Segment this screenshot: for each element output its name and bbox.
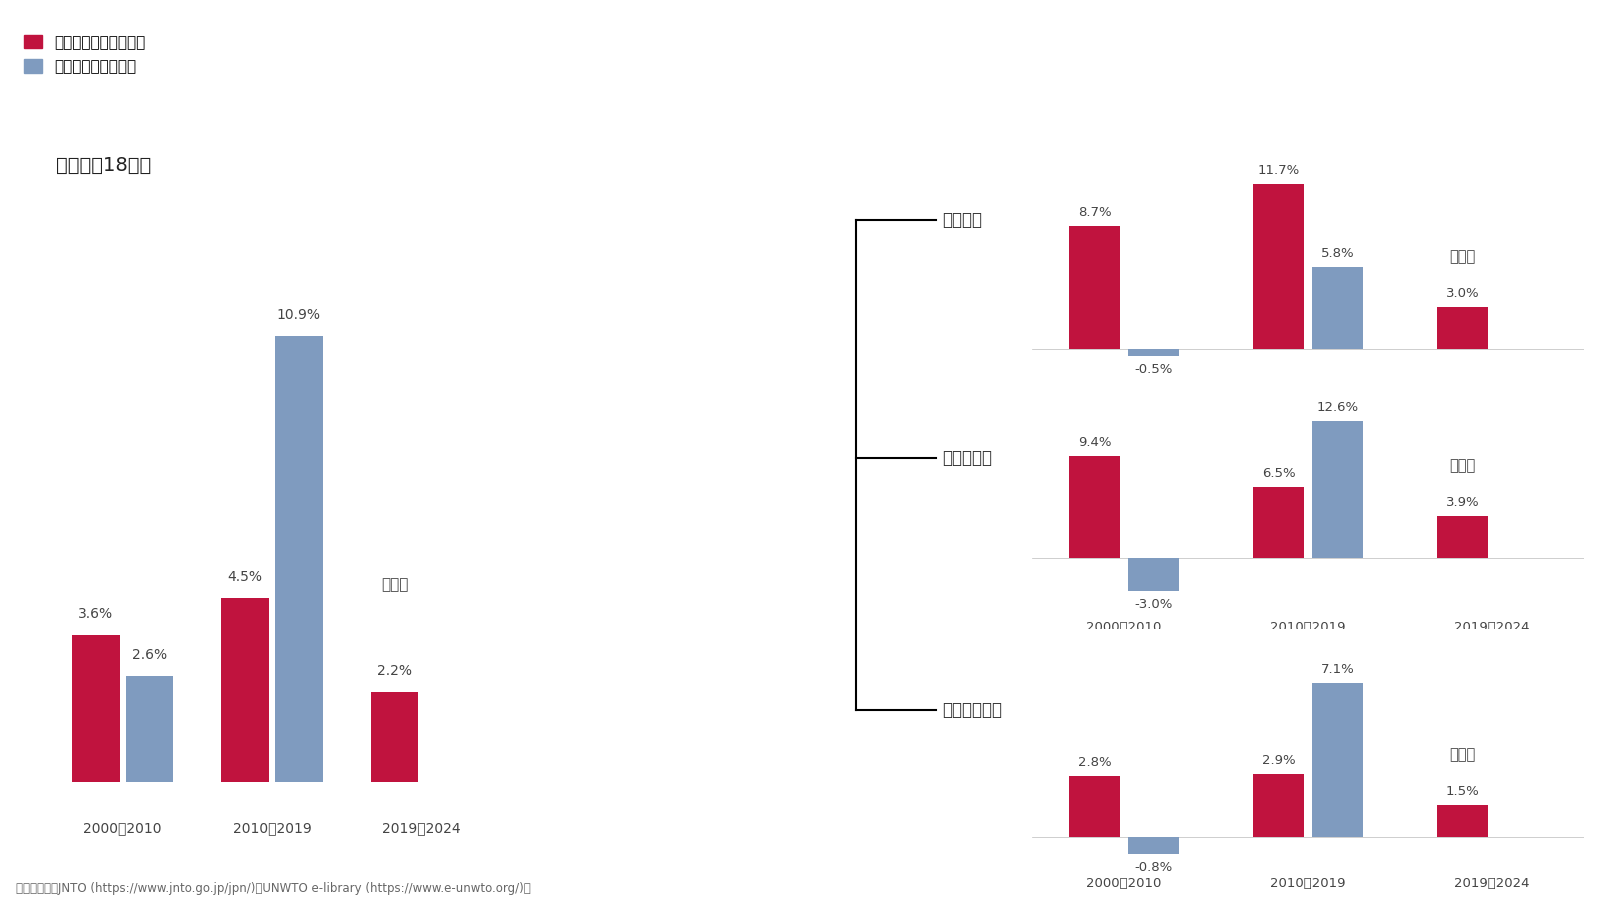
Bar: [1069, 226, 1120, 349]
Text: 11.7%: 11.7%: [1258, 164, 1299, 177]
Text: 2010～2019: 2010～2019: [232, 821, 312, 835]
Text: 3.0%: 3.0%: [1446, 287, 1480, 299]
Text: 2019～2024: 2019～2024: [1454, 621, 1530, 634]
Bar: [72, 635, 120, 782]
Legend: 海外旅行者数の伸び率, 訪日選択率の伸び率: 海外旅行者数の伸び率, 訪日選択率の伸び率: [24, 34, 146, 74]
Text: 東南アジア: 東南アジア: [942, 450, 992, 467]
Text: 10.9%: 10.9%: [277, 308, 322, 323]
Text: 予測値: 予測値: [1450, 747, 1475, 762]
Bar: [1253, 774, 1304, 837]
Bar: [221, 598, 269, 782]
Text: 東アジア: 東アジア: [942, 211, 982, 229]
Text: 12.6%: 12.6%: [1317, 401, 1358, 414]
Text: 9.4%: 9.4%: [1078, 436, 1112, 449]
Text: -0.5%: -0.5%: [1134, 363, 1173, 376]
Bar: [1437, 805, 1488, 837]
Text: 2000～2010: 2000～2010: [83, 821, 162, 835]
Text: 5.8%: 5.8%: [1320, 247, 1354, 260]
Text: 2000～2010: 2000～2010: [1086, 877, 1162, 890]
Bar: [1437, 515, 1488, 558]
Bar: [1437, 307, 1488, 349]
Bar: [1128, 558, 1179, 591]
Text: 訪日主要18市場: 訪日主要18市場: [56, 156, 152, 175]
Text: 2.2%: 2.2%: [378, 664, 411, 678]
Text: 2.9%: 2.9%: [1262, 754, 1296, 767]
Bar: [1312, 421, 1363, 558]
Text: 3.6%: 3.6%: [78, 607, 114, 621]
Bar: [371, 692, 418, 782]
Text: 2010～2019: 2010～2019: [1270, 621, 1346, 634]
Bar: [1253, 487, 1304, 558]
Text: 2000～2010: 2000～2010: [1086, 621, 1162, 634]
Text: データ出所：JNTO (https://www.jnto.go.jp/jpn/)、UNWTO e-library (https://www.e-unwto.or: データ出所：JNTO (https://www.jnto.go.jp/jpn/)…: [16, 882, 531, 895]
Text: 3.9%: 3.9%: [1446, 495, 1480, 509]
Text: ロングホール: ロングホール: [942, 701, 1002, 719]
Text: 2.8%: 2.8%: [1078, 756, 1112, 770]
Text: -3.0%: -3.0%: [1134, 598, 1173, 610]
Text: 2019～2024: 2019～2024: [1454, 877, 1530, 890]
Text: 予測値: 予測値: [1450, 458, 1475, 474]
Text: 2019～2024: 2019～2024: [1454, 374, 1530, 387]
Text: 2010～2019: 2010～2019: [1270, 877, 1346, 890]
Bar: [275, 336, 323, 782]
Text: 2000～2010: 2000～2010: [1086, 374, 1162, 387]
Bar: [1128, 349, 1179, 356]
Text: 4.5%: 4.5%: [227, 570, 262, 584]
Bar: [1069, 456, 1120, 558]
Bar: [1312, 267, 1363, 349]
Text: 2019～2024: 2019～2024: [382, 821, 461, 835]
Text: 6.5%: 6.5%: [1262, 467, 1296, 480]
Text: 7.1%: 7.1%: [1320, 663, 1354, 676]
Text: 2.6%: 2.6%: [131, 648, 166, 662]
Bar: [1253, 183, 1304, 349]
Text: 予測値: 予測値: [1450, 250, 1475, 264]
Bar: [1128, 837, 1179, 854]
Bar: [1069, 777, 1120, 837]
Bar: [126, 676, 173, 782]
Text: 1.5%: 1.5%: [1446, 785, 1480, 797]
Text: 8.7%: 8.7%: [1078, 206, 1112, 219]
Text: 予測値: 予測値: [381, 577, 408, 592]
Text: -0.8%: -0.8%: [1134, 861, 1173, 875]
Bar: [1312, 683, 1363, 837]
Text: 2010～2019: 2010～2019: [1270, 374, 1346, 387]
